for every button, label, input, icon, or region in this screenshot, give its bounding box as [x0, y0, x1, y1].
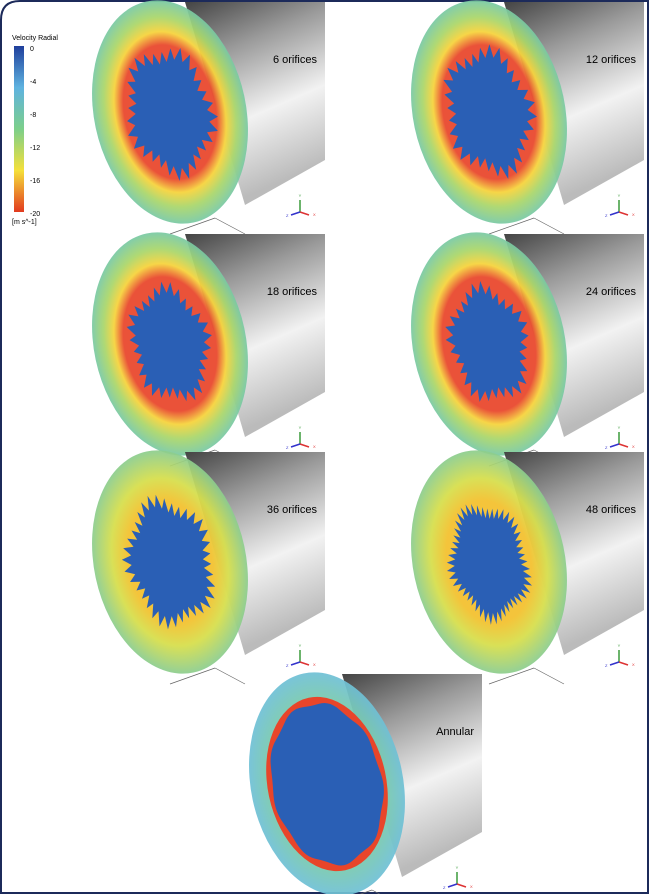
panels: 6 orifices Y X Z 12 orifices Y X Z 18 orifices Y X…: [72, 0, 644, 894]
panel-label: 6 orifices: [273, 54, 318, 66]
triad-label: Z: [286, 663, 289, 668]
triad-label: Y: [618, 643, 621, 648]
colorbar: [14, 46, 24, 212]
colorbar-tick-label: -12: [30, 145, 40, 152]
triad-label: Z: [605, 663, 608, 668]
triad-label: Y: [299, 193, 302, 198]
panel-label: 18 orifices: [267, 286, 318, 298]
triad-label: Y: [299, 425, 302, 430]
panel-label: 48 orifices: [586, 504, 637, 516]
triad-label: X: [313, 444, 316, 449]
panel-label: 36 orifices: [267, 504, 318, 516]
panel: 48 orifices Y X Z: [391, 436, 644, 689]
triad-label: Y: [618, 425, 621, 430]
legend-title: Velocity Radial: [12, 35, 58, 42]
triad-label: Z: [286, 213, 289, 218]
support-line: [215, 668, 245, 684]
triad-label: Y: [618, 193, 621, 198]
colorbar-tick-label: -4: [30, 79, 36, 86]
triad-label: Z: [286, 445, 289, 450]
triad-x: [619, 444, 628, 447]
triad-x: [457, 884, 466, 887]
triad-z: [610, 662, 619, 665]
colorbar-tick-label: -16: [30, 178, 40, 185]
triad-z: [610, 212, 619, 215]
triad-z: [291, 444, 300, 447]
triad-label: Z: [443, 885, 446, 890]
panel: 18 orifices Y X Z: [72, 218, 325, 471]
triad-x: [619, 212, 628, 215]
triad-label: X: [632, 662, 635, 667]
triad-x: [300, 212, 309, 215]
panel-label: Annular: [436, 726, 474, 738]
figure: Velocity Radial [m s^-1] 6 orificesYXZ12…: [0, 0, 649, 894]
panel-label: 12 orifices: [586, 54, 637, 66]
colorbar-tick-label: 0: [30, 46, 34, 53]
panel: Annular Y X Z: [229, 658, 482, 894]
triad-label: Y: [456, 865, 459, 870]
triad-label: Z: [605, 213, 608, 218]
legend-unit: [m s^-1]: [12, 219, 37, 226]
triad-z: [448, 884, 457, 887]
triad-x: [300, 444, 309, 447]
colorbar-tick-label: -8: [30, 112, 36, 119]
colorbar-tick-label: -20: [30, 211, 40, 218]
panel: 36 orifices Y X Z: [72, 436, 325, 689]
panel: 6 orifices Y X Z: [72, 0, 325, 238]
triad-label: X: [632, 444, 635, 449]
triad-label: X: [470, 884, 473, 889]
triad-label: X: [632, 212, 635, 217]
support-line: [534, 218, 564, 234]
triad-label: X: [313, 212, 316, 217]
panel-label: 24 orifices: [586, 286, 637, 298]
triad-z: [610, 444, 619, 447]
support-line: [215, 218, 245, 234]
triad-x: [619, 662, 628, 665]
support-line: [534, 668, 564, 684]
triad-label: Y: [299, 643, 302, 648]
triad-z: [291, 212, 300, 215]
triad-label: X: [313, 662, 316, 667]
panel: 24 orifices Y X Z: [391, 218, 644, 471]
triad-z: [291, 662, 300, 665]
triad-label: Z: [605, 445, 608, 450]
triad-x: [300, 662, 309, 665]
panel: 12 orifices Y X Z: [391, 0, 644, 238]
